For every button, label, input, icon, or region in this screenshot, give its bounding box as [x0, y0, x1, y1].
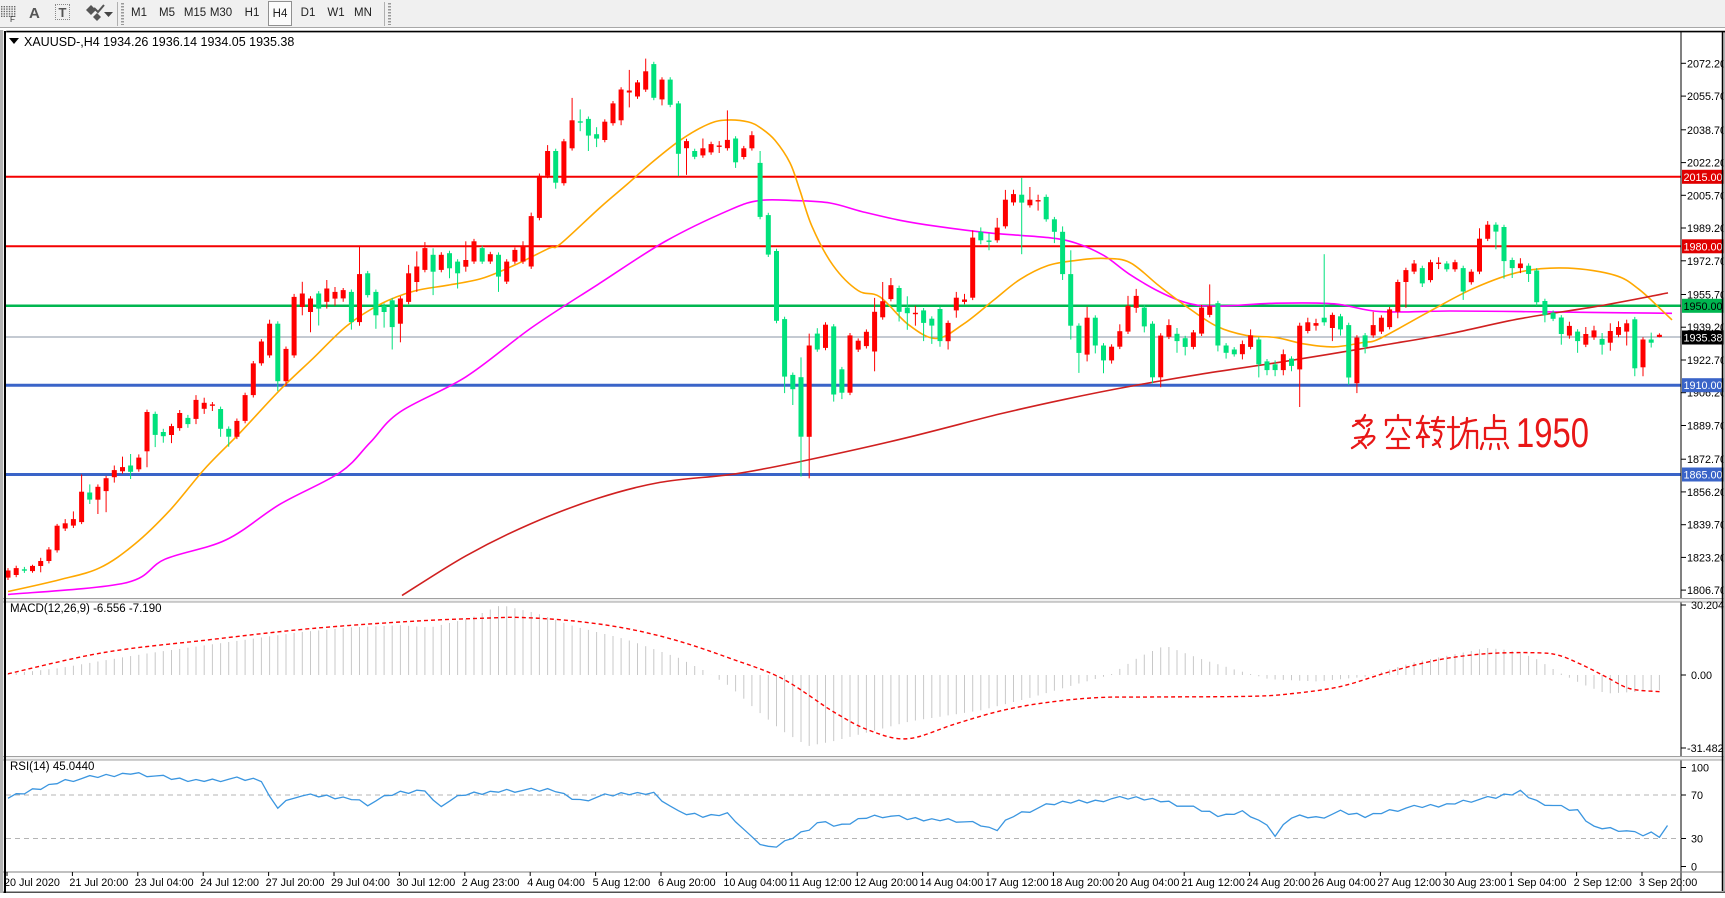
svg-text:3 Sep 20:00: 3 Sep 20:00 — [1639, 877, 1697, 889]
svg-text:2072.20: 2072.20 — [1687, 58, 1725, 70]
svg-text:6 Aug 20:00: 6 Aug 20:00 — [658, 877, 716, 889]
svg-text:1872.70: 1872.70 — [1687, 454, 1725, 466]
svg-text:1980.00: 1980.00 — [1684, 241, 1723, 253]
svg-text:21 Jul 20:00: 21 Jul 20:00 — [69, 877, 128, 889]
svg-text:27 Aug 12:00: 27 Aug 12:00 — [1377, 877, 1441, 889]
svg-text:23 Jul 04:00: 23 Jul 04:00 — [135, 877, 194, 889]
svg-text:1856.20: 1856.20 — [1687, 487, 1725, 499]
svg-text:1823.20: 1823.20 — [1687, 552, 1725, 564]
svg-text:1950.00: 1950.00 — [1684, 301, 1723, 313]
svg-text:2022.20: 2022.20 — [1687, 158, 1725, 170]
svg-text:2005.70: 2005.70 — [1687, 190, 1725, 202]
svg-text:1 Sep 04:00: 1 Sep 04:00 — [1508, 877, 1566, 889]
svg-text:26 Aug 04:00: 26 Aug 04:00 — [1312, 877, 1376, 889]
svg-text:2038.70: 2038.70 — [1687, 125, 1725, 137]
svg-text:70: 70 — [1691, 790, 1703, 802]
svg-text:30: 30 — [1691, 834, 1703, 846]
svg-text:F: F — [10, 15, 15, 23]
svg-text:1922.70: 1922.70 — [1687, 355, 1725, 367]
svg-text:30 Aug 23:00: 30 Aug 23:00 — [1443, 877, 1507, 889]
svg-text:27 Jul 20:00: 27 Jul 20:00 — [266, 877, 325, 889]
svg-text:XAUUSD-,H4 1934.26 1936.14 19: XAUUSD-,H4 1934.26 1936.14 1934.05 1935.… — [24, 35, 294, 49]
svg-text:100: 100 — [1691, 763, 1709, 775]
svg-text:5 Aug 12:00: 5 Aug 12:00 — [593, 877, 651, 889]
svg-text:1806.70: 1806.70 — [1687, 585, 1725, 597]
svg-text:21 Aug 12:00: 21 Aug 12:00 — [1181, 877, 1245, 889]
svg-text:0.00: 0.00 — [1691, 670, 1712, 682]
svg-text:24 Jul 12:00: 24 Jul 12:00 — [200, 877, 259, 889]
svg-text:30 Jul 12:00: 30 Jul 12:00 — [396, 877, 455, 889]
svg-text:2 Aug 23:00: 2 Aug 23:00 — [462, 877, 520, 889]
svg-text:17 Aug 12:00: 17 Aug 12:00 — [985, 877, 1049, 889]
svg-text:20 Jul 2020: 20 Jul 2020 — [4, 877, 60, 889]
svg-text:1910.00: 1910.00 — [1684, 380, 1723, 392]
svg-text:1935.38: 1935.38 — [1684, 333, 1723, 345]
svg-text:-31.482: -31.482 — [1687, 743, 1724, 755]
svg-text:1950: 1950 — [1516, 409, 1589, 456]
svg-text:11 Aug 12:00: 11 Aug 12:00 — [789, 877, 852, 889]
svg-text:12 Aug 20:00: 12 Aug 20:00 — [854, 877, 918, 889]
svg-text:10 Aug 04:00: 10 Aug 04:00 — [723, 877, 787, 889]
svg-text:1989.20: 1989.20 — [1687, 223, 1725, 235]
svg-text:30.204: 30.204 — [1691, 600, 1724, 612]
svg-text:4 Aug 04:00: 4 Aug 04:00 — [527, 877, 585, 889]
svg-text:24 Aug 20:00: 24 Aug 20:00 — [1247, 877, 1311, 889]
svg-text:2055.70: 2055.70 — [1687, 91, 1725, 103]
svg-text:2015.00: 2015.00 — [1684, 172, 1723, 184]
svg-text:RSI(14) 45.0440: RSI(14) 45.0440 — [10, 761, 94, 773]
svg-text:18 Aug 20:00: 18 Aug 20:00 — [1050, 877, 1114, 889]
svg-text:14 Aug 04:00: 14 Aug 04:00 — [920, 877, 984, 889]
svg-text:1889.70: 1889.70 — [1687, 421, 1725, 433]
svg-text:MACD(12,26,9) -6.556 -7.190: MACD(12,26,9) -6.556 -7.190 — [10, 603, 162, 615]
svg-text:20 Aug 04:00: 20 Aug 04:00 — [1116, 877, 1180, 889]
svg-text:29 Jul 04:00: 29 Jul 04:00 — [331, 877, 390, 889]
svg-text:1972.70: 1972.70 — [1687, 256, 1725, 268]
svg-text:2 Sep 12:00: 2 Sep 12:00 — [1574, 877, 1632, 889]
svg-text:1865.00: 1865.00 — [1684, 470, 1723, 482]
svg-text:1839.70: 1839.70 — [1687, 520, 1725, 532]
